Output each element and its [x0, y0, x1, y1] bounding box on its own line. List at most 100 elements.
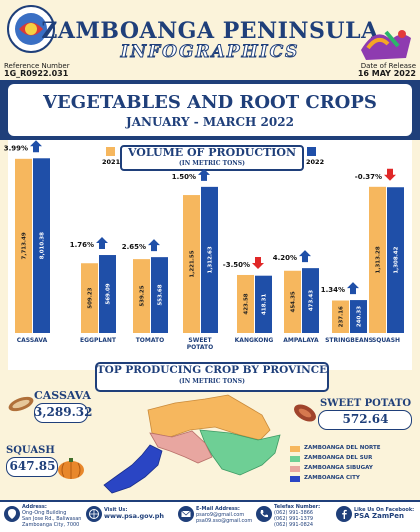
value-label-2021: 7,713.49	[22, 232, 28, 259]
phone-icon	[256, 506, 272, 522]
header: ZAMBOANGA PENINSULA INFOGRAPHICS Referen…	[0, 0, 420, 78]
arrow-up-icon	[30, 140, 42, 153]
bar-2022-tomato	[151, 257, 168, 333]
main-title: VEGETABLES AND ROOT CROPS	[43, 92, 377, 113]
province-item-squash-value: 647.85	[9, 459, 56, 473]
footer-fb-label: Like Us On Facebook:	[354, 507, 415, 513]
province-item-cassava-box	[34, 403, 88, 423]
period: JANUARY - MARCH 2022	[126, 115, 294, 129]
bar-2022-stringbeans	[350, 300, 367, 333]
province-item-sweet-potato-name: SWEET POTATO	[320, 398, 412, 409]
header-title: ZAMBOANGA PENINSULA	[41, 18, 379, 44]
arrow-up-icon	[299, 250, 311, 263]
web-icon	[86, 506, 102, 522]
legend-2021-swatch	[106, 147, 115, 156]
date-label: Date of Release	[360, 62, 416, 70]
footer-phone-label: Telefax Number:	[274, 504, 321, 510]
map-zamboanga-sibugay	[149, 430, 213, 464]
value-label-2021: 539.25	[140, 285, 146, 306]
legend-swatch-city	[290, 476, 300, 482]
footer-email-1[interactable]: psaro9@gmail.com	[196, 512, 245, 518]
cassava-icon	[8, 396, 34, 412]
footer-address-1: Ong-Ong Building	[22, 510, 67, 516]
province-item-squash-box	[6, 457, 58, 477]
chart-heading: VOLUME OF PRODUCTION	[127, 146, 297, 159]
value-label-2022: 240.33	[357, 306, 363, 327]
legend-label-norte: ZAMBOANGA DEL NORTE	[304, 445, 381, 451]
festival-logo-icon	[361, 30, 411, 60]
bar-2022-eggplant	[99, 255, 116, 333]
bar-2022-squash	[387, 187, 404, 333]
value-label-2022: 418.31	[262, 294, 268, 315]
value-label-2022: 473.43	[309, 290, 315, 311]
legend-label-city: ZAMBOANGA CITY	[304, 475, 360, 481]
bar-2022-sweet-potato	[201, 186, 218, 333]
footer-email-2[interactable]: psa09.sso@gmail.com	[196, 518, 253, 524]
change-label: -3.50%	[223, 261, 250, 269]
value-label-2021: 1,313.28	[376, 246, 382, 273]
footer-address-3: Zamboanga City, 7000	[22, 522, 80, 528]
legend-swatch-sibugay	[290, 466, 300, 472]
category-label: CASSAVA	[17, 337, 48, 344]
squash-icon	[58, 458, 84, 479]
reference-value: 1G_R0922.031	[4, 69, 69, 78]
psa-logo-icon	[7, 5, 55, 53]
province-map	[103, 394, 281, 494]
legend-2022-label: 2022	[306, 158, 325, 166]
change-label: 3.99%	[4, 144, 28, 152]
footer-phone-2: (062) 991-1379	[274, 516, 314, 522]
map-zamboanga-city	[103, 444, 163, 494]
footer-visit-label: Visit Us:	[104, 507, 128, 513]
chart-unit: (IN METRIC TONS)	[179, 160, 245, 167]
value-label-2022: 1,312.63	[208, 246, 214, 273]
bar-2021-sweet-potato	[183, 195, 200, 333]
category-label: POTATO	[187, 344, 214, 351]
province-item-cassava-name: CASSAVA	[34, 389, 91, 402]
value-label-2021: 237.16	[339, 306, 345, 327]
value-label-2021: 423.58	[244, 293, 250, 314]
value-label-2022: 8,010.38	[40, 232, 46, 259]
bar-2021-stringbeans	[332, 300, 349, 333]
bar-2021-tomato	[133, 259, 150, 333]
footer-visit-link[interactable]: www.psa.gov.ph	[104, 512, 165, 520]
arrow-down-icon	[384, 168, 396, 181]
value-label-2022: 569.09	[106, 283, 112, 304]
category-label: EGGPLANT	[80, 337, 117, 344]
bar-2022-kangkong	[255, 275, 272, 333]
arrow-up-icon	[198, 168, 210, 181]
change-label: 4.20%	[273, 254, 297, 262]
change-label: 2.65%	[122, 243, 146, 251]
arrow-up-icon	[96, 237, 108, 250]
chart-heading-box	[120, 145, 304, 171]
bar-2021-cassava	[15, 158, 32, 333]
title-card	[8, 84, 412, 136]
legend-2022-swatch	[307, 147, 316, 156]
category-label: TOMATO	[136, 337, 165, 344]
header-subtitle: INFOGRAPHICS	[120, 42, 300, 63]
footer-phone-3: (062) 991-0824	[274, 522, 314, 528]
sweet-potato-icon	[294, 404, 316, 422]
footer-fb-link[interactable]: PSA ZamPen	[354, 512, 404, 520]
map-zamboanga-del-sur	[199, 429, 281, 476]
province-heading-box	[95, 362, 329, 392]
title-band: VEGETABLES AND ROOT CROPS JANUARY - MARC…	[8, 80, 412, 140]
bar-chart: 7,713.49 8,010.38 CASSAVA 3.99% 509.23 569.09…	[4, 140, 404, 351]
province-unit: (IN METRIC TONS)	[179, 378, 245, 385]
footer-phone-1: (062) 991-3866	[274, 510, 314, 516]
legend-2021-label: 2021	[102, 158, 121, 166]
footer-email-label: E-Mail Address:	[196, 506, 240, 512]
change-label: -0.37%	[355, 173, 382, 181]
value-label-2021: 1,221.55	[190, 250, 196, 277]
date-value: 16 MAY 2022	[357, 69, 416, 78]
email-icon	[178, 506, 194, 522]
arrow-up-icon	[148, 239, 160, 252]
bar-2022-cassava	[33, 158, 50, 333]
value-label-2021: 509.23	[88, 287, 94, 308]
value-label-2022: 1,308.42	[394, 246, 400, 273]
facebook-icon	[336, 506, 352, 522]
category-label: AMPALAYA	[283, 337, 319, 344]
bar-2021-squash	[369, 186, 386, 333]
legend-swatch-norte	[290, 446, 300, 452]
reference-label: Reference Number	[4, 62, 70, 70]
footer-address-label: Address:	[22, 504, 47, 510]
